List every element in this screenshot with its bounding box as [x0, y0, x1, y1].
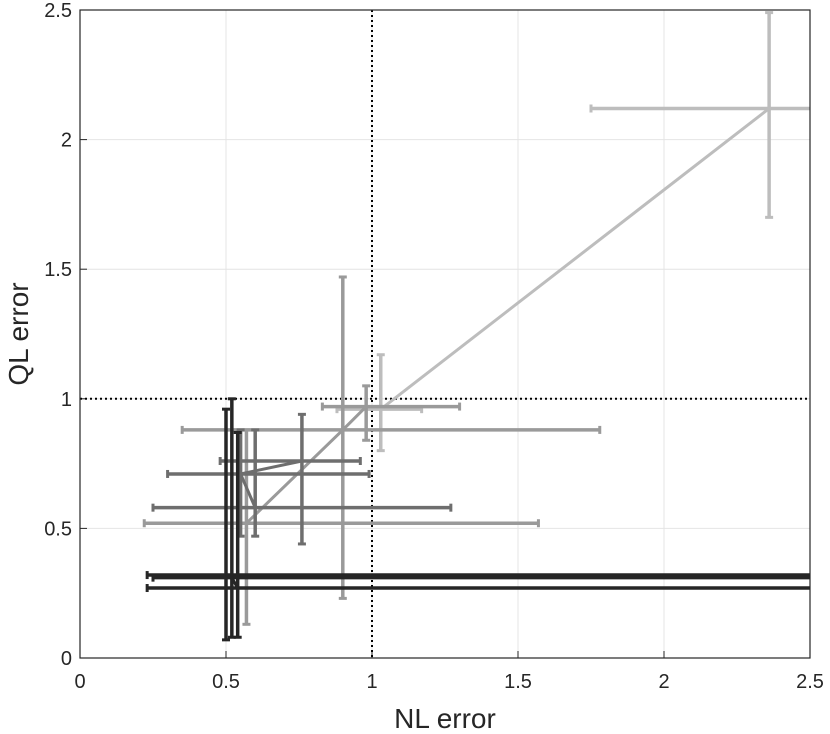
plot-layer [80, 10, 810, 658]
series-line [245, 405, 368, 525]
y-tick-label: 1 [61, 389, 72, 411]
series-line [379, 107, 771, 411]
y-tick-label: 0 [61, 648, 72, 670]
y-axis-label: QL error [3, 282, 34, 385]
y-tick-label: 1.5 [44, 259, 72, 281]
x-tick-label: 1 [366, 671, 377, 693]
series-line [238, 459, 303, 509]
plot-area [80, 10, 810, 658]
x-tick-label: 1.5 [504, 671, 532, 693]
x-tick-label: 2 [658, 671, 669, 693]
y-tick-label: 2.5 [44, 0, 72, 22]
x-tick-label: 2.5 [796, 671, 824, 693]
series-line [225, 573, 239, 589]
plot-frame [79, 9, 811, 659]
x-tick-label: 0.5 [212, 671, 240, 693]
y-tick-label: 2 [61, 130, 72, 152]
x-tick-label: 0 [74, 671, 85, 693]
y-tick-label: 0.5 [44, 518, 72, 540]
x-axis-label: NL error [394, 703, 496, 734]
